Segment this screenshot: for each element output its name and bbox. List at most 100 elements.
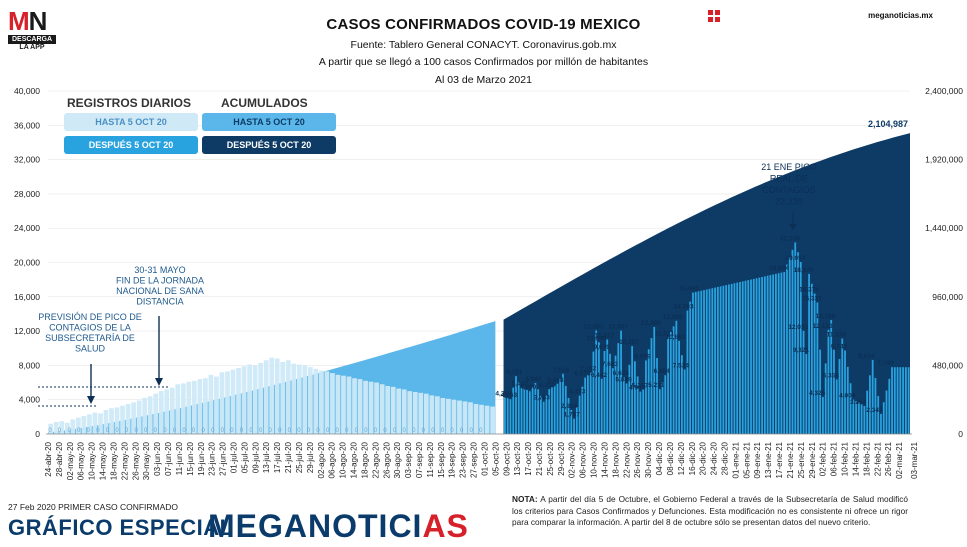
x-tick-label: 14-nov-20 xyxy=(600,441,609,478)
daily-bar xyxy=(191,380,197,434)
bar-value-label: 18,894 xyxy=(769,265,789,272)
zero-label: 0 xyxy=(87,428,91,434)
daily-bar xyxy=(689,301,692,434)
daily-bar xyxy=(412,391,418,434)
x-tick-label: 13-jul-20 xyxy=(262,441,271,473)
chart-source: Fuente: Tablero General CONACYT. Coronav… xyxy=(350,39,617,51)
bar-value-label: 13,289 xyxy=(815,313,835,320)
mn-logo: MN DESCARGA LA APP xyxy=(8,8,56,51)
x-tick-label: 26-nov-20 xyxy=(633,441,642,478)
daily-bar xyxy=(515,376,517,434)
bar-value-label: 6,442 xyxy=(591,372,608,379)
legend-cum-before: HASTA 5 OCT 20 xyxy=(202,113,336,131)
y-left-tick-label: 0 xyxy=(35,429,40,439)
x-tick-label: 03-sep-20 xyxy=(404,441,413,478)
daily-bar xyxy=(896,367,899,434)
daily-bar xyxy=(600,378,603,434)
legend-cum-title: ACUMULADOS xyxy=(221,96,308,110)
logo-n: N xyxy=(28,6,48,36)
x-tick-label: 03-jun-20 xyxy=(153,441,162,475)
daily-bar xyxy=(805,354,808,434)
daily-bar xyxy=(700,290,703,434)
zero-label: 0 xyxy=(393,428,397,434)
daily-bar xyxy=(797,252,799,434)
x-tick-label: 11-jun-20 xyxy=(175,441,184,475)
daily-bar xyxy=(819,349,822,434)
annotations: 2,104,987 21 ENE PICO REAL DE CONTAGIOS 22,3… xyxy=(38,119,908,407)
bar-value-label: 6,358 xyxy=(823,372,840,379)
daily-bar xyxy=(846,366,849,434)
x-tick-label: 25-oct-20 xyxy=(546,441,555,475)
zero-label: 0 xyxy=(144,428,148,434)
daily-bar xyxy=(545,395,548,434)
daily-bar xyxy=(451,399,457,434)
bar-value-label: 12,081 xyxy=(584,323,604,330)
brand-wordmark: MEGANOTICIAS xyxy=(208,508,469,544)
daily-bar xyxy=(739,281,741,434)
daily-bar xyxy=(70,419,76,434)
daily-bar xyxy=(164,389,170,434)
daily-bar xyxy=(750,279,752,434)
daily-bar xyxy=(247,364,252,434)
bar-value-label: 4,325 xyxy=(809,390,826,397)
daily-bar xyxy=(435,396,440,434)
daily-bar xyxy=(857,402,860,434)
daily-bar xyxy=(719,286,722,434)
x-tick-label: 05-jul-20 xyxy=(240,441,249,473)
x-tick-label: 21-jul-20 xyxy=(284,441,293,473)
x-tick-label: 13-oct-20 xyxy=(513,441,522,475)
x-tick-label: 25-jul-20 xyxy=(295,441,304,473)
zero-label: 0 xyxy=(182,428,186,434)
daily-bar xyxy=(675,320,678,434)
x-tick-label: 10-feb-21 xyxy=(841,441,850,476)
daily-bar xyxy=(730,283,733,434)
daily-bar xyxy=(291,363,297,434)
daily-bar xyxy=(855,401,857,434)
daily-bar xyxy=(81,415,87,434)
y-right-tick-label: 960,000 xyxy=(932,292,963,302)
daily-bar xyxy=(589,372,592,434)
zero-label: 0 xyxy=(326,428,330,434)
x-tick-label: 07-jun-20 xyxy=(164,441,173,475)
daily-bar xyxy=(578,395,581,434)
daily-bar xyxy=(783,271,786,434)
daily-bar xyxy=(869,375,871,434)
daily-bar xyxy=(330,373,335,434)
bar-value-label: 16,490 xyxy=(679,286,699,293)
bar-value-label: 1,787 xyxy=(564,412,581,419)
daily-bar xyxy=(103,409,109,434)
x-tick-label: 10-ago-20 xyxy=(339,441,348,478)
prevision-annotation: PREVISIÓN DE PICO DE CONTAGIOS DE LA SUBSE… xyxy=(38,312,142,354)
x-tick-label: 17-jul-20 xyxy=(273,441,282,473)
bar-value-label: 10,257 xyxy=(619,339,639,346)
zero-label: 0 xyxy=(403,428,407,434)
zero-label: 0 xyxy=(230,428,234,434)
daily-bar xyxy=(769,275,772,434)
daily-bar xyxy=(827,329,830,434)
zero-label: 0 xyxy=(355,428,359,434)
daily-bar xyxy=(153,393,159,434)
x-tick-label: 28-dic-20 xyxy=(721,441,730,475)
bar-value-label: 12,033 xyxy=(788,324,808,331)
zero-label: 0 xyxy=(269,428,273,434)
daily-bar xyxy=(625,383,628,434)
daily-bar xyxy=(539,395,542,434)
daily-bar xyxy=(669,331,672,434)
bar-value-label: 8,634 xyxy=(858,353,875,360)
x-tick-label: 18-ago-20 xyxy=(360,441,369,478)
x-tick-label: 02-feb-21 xyxy=(819,441,828,476)
x-tick-label: 30-may-20 xyxy=(142,441,151,480)
daily-bar xyxy=(208,374,214,434)
daily-bar xyxy=(136,400,142,434)
zero-label: 0 xyxy=(460,428,464,434)
zero-label: 0 xyxy=(192,428,196,434)
x-tick-label: 30-nov-20 xyxy=(644,441,653,478)
daily-bar xyxy=(777,273,780,434)
first-case-note: 27 Feb 2020 PRIMER CASO CONFIRMADO xyxy=(8,502,179,512)
x-tick-label: 24-abr-20 xyxy=(44,441,53,476)
daily-bar xyxy=(694,291,697,434)
x-tick-label: 26-may-20 xyxy=(131,441,140,480)
bar-value-label: 6,638 xyxy=(613,370,630,377)
daily-bar xyxy=(844,350,846,434)
daily-bar xyxy=(512,387,515,434)
